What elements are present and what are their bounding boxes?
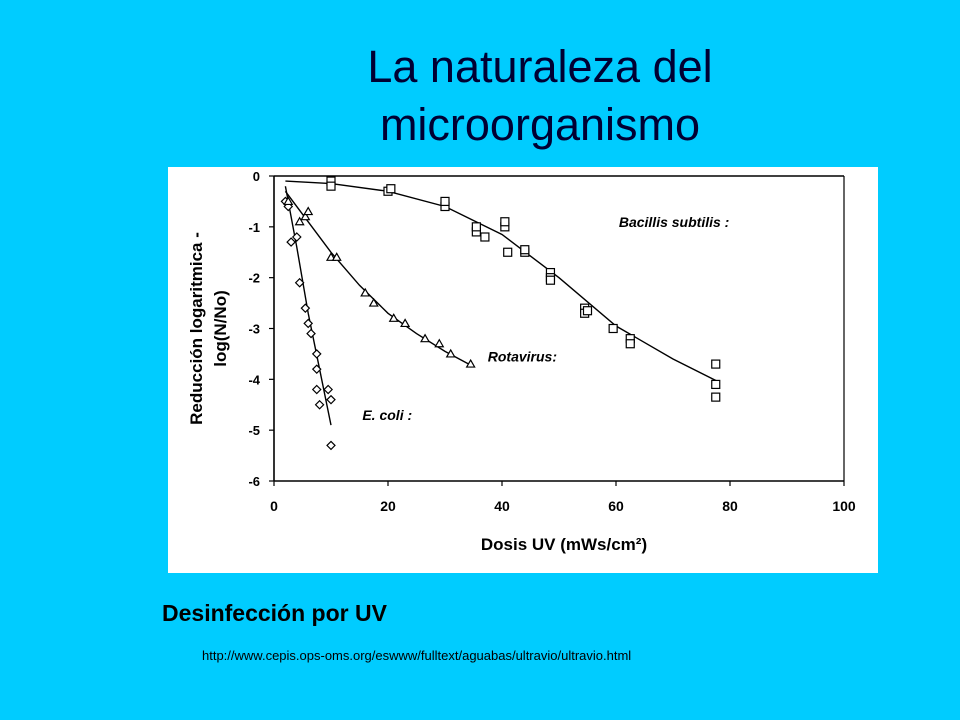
y-tick-label: -2 (248, 271, 260, 286)
data-point-square (608, 323, 618, 334)
data-point-square (503, 247, 513, 257)
data-point-square (326, 181, 336, 191)
y-axis-label: Reducción logaritmica - log(N/No) (187, 232, 230, 425)
data-point-square (500, 217, 510, 227)
data-point-square (625, 339, 635, 349)
x-tick-label: 40 (494, 498, 510, 514)
fit-line-square (285, 180, 719, 383)
y-tick-label: 0 (253, 169, 260, 184)
data-point-triangle (420, 333, 431, 343)
data-point-diamond (286, 237, 296, 247)
data-point-diamond (326, 394, 336, 405)
x-tick-label: 60 (608, 498, 624, 514)
slide-title: La naturaleza del microorganismo (240, 38, 840, 154)
y-tick-label: -6 (248, 474, 260, 489)
data-point-triangle (294, 216, 305, 226)
data-point-diamond (311, 364, 322, 375)
data-point-square (471, 222, 481, 232)
data-point-triangle (303, 206, 314, 216)
series-label: E. coli : (362, 407, 412, 423)
caption: Desinfección por UV (162, 600, 387, 626)
x-tick-label: 80 (722, 498, 738, 514)
data-point-square (711, 392, 721, 402)
data-point-diamond (314, 399, 325, 410)
y-axis-label-line2: log(N/No) (211, 290, 230, 366)
y-tick-label: -1 (248, 220, 260, 235)
data-point-diamond (323, 384, 333, 395)
x-tick-label: 100 (832, 498, 856, 514)
data-point-diamond (326, 440, 336, 451)
chart-panel: 0 -1 -2 -3 -4 -5 -6 0 20 40 60 80 100 Dosis UV (mWs/… (168, 167, 878, 573)
data-point-triangle (300, 211, 311, 221)
data-point-square (440, 196, 450, 207)
slide-title-line1: La naturaleza del (367, 41, 713, 92)
data-point-triangle (331, 252, 342, 261)
data-point-square (711, 359, 721, 369)
source-url[interactable]: http://www.cepis.ops-oms.org/eswww/fullt… (202, 648, 632, 663)
fit-line-diamond (284, 186, 332, 426)
data-point-triangle (368, 297, 379, 307)
data-point-square (520, 245, 530, 255)
y-tick-label: -5 (248, 423, 260, 438)
data-point-square (386, 184, 396, 194)
data-point-triangle (388, 313, 399, 322)
data-point-square (582, 306, 593, 316)
data-point-triangle (325, 252, 337, 261)
series-label: Rotavirus: (488, 349, 557, 365)
data-point-diamond (294, 277, 305, 288)
data-point-triangle (400, 318, 411, 328)
data-point-diamond (291, 232, 302, 242)
uv-dose-chart: 0 -1 -2 -3 -4 -5 -6 0 20 40 60 80 100 Dosis UV (mWs/… (187, 169, 856, 554)
data-point-diamond (300, 303, 311, 314)
slide-title-line2: microorganismo (379, 99, 701, 150)
data-point-diamond (303, 318, 314, 329)
series-label: Bacillis subtilis : (619, 214, 729, 230)
x-axis-label: Dosis UV (mWs/cm²) (481, 535, 647, 554)
y-axis-label-line1: Reducción logaritmica - (187, 232, 206, 425)
x-tick-label: 0 (270, 498, 278, 514)
data-point-triangle (283, 196, 294, 206)
data-point-triangle (360, 287, 371, 297)
y-tick-label: -4 (248, 372, 260, 387)
data-point-diamond (311, 349, 322, 359)
data-point-triangle (445, 348, 456, 358)
y-tick-label: -3 (248, 322, 260, 337)
data-point-triangle (465, 358, 476, 368)
data-point-square (545, 275, 556, 285)
data-point-square (711, 379, 721, 390)
data-point-square (480, 232, 490, 242)
data-point-triangle (434, 338, 445, 348)
x-tick-label: 20 (380, 498, 396, 514)
data-point-diamond (306, 328, 316, 339)
data-point-diamond (311, 384, 322, 395)
